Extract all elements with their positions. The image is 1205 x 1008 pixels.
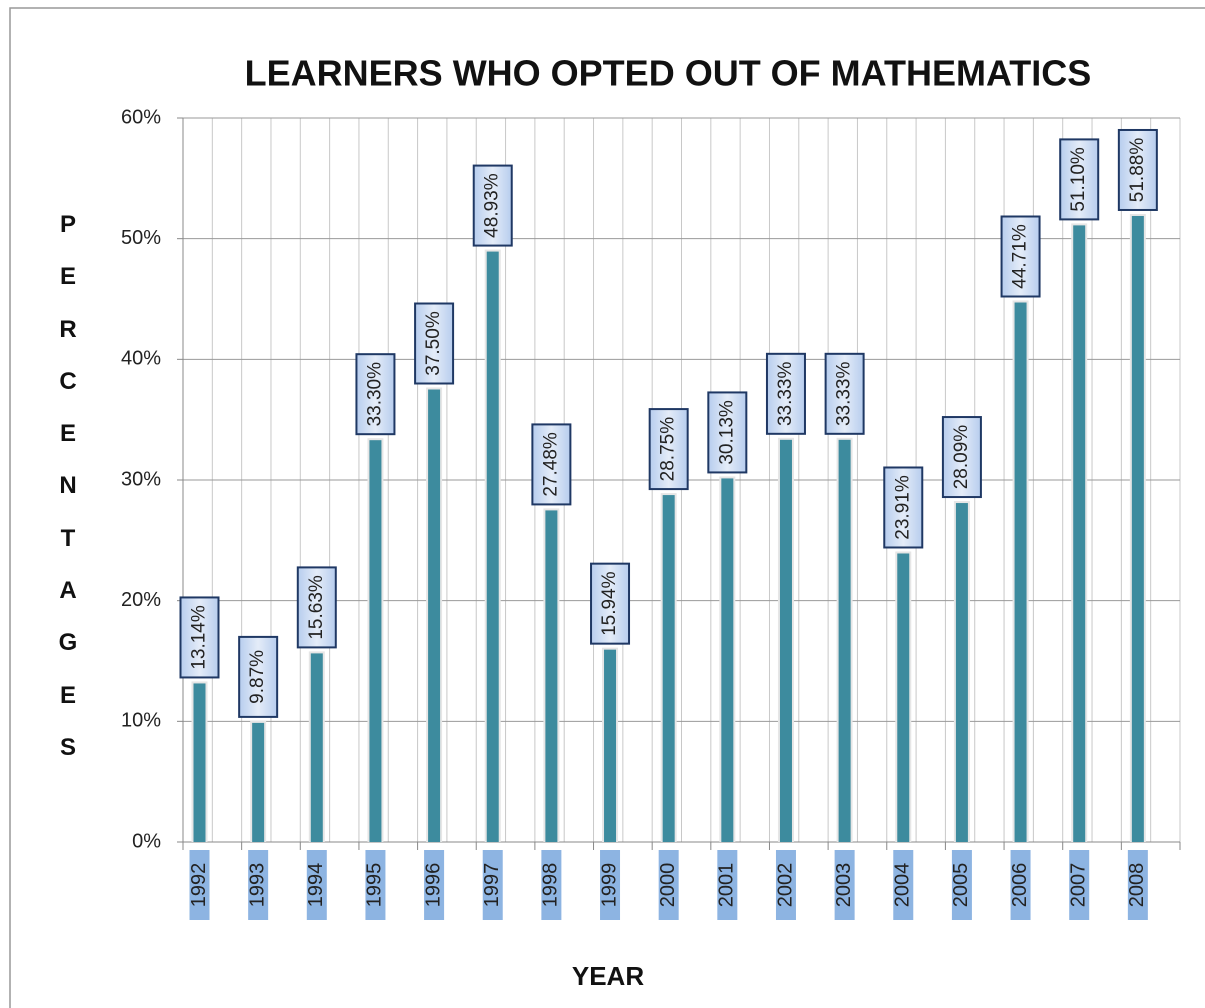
value-label: 15.94% <box>599 571 620 636</box>
x-axis-label: YEAR <box>572 961 644 991</box>
value-label: 33.33% <box>775 361 796 426</box>
bar <box>486 251 499 842</box>
bar <box>779 439 792 842</box>
bar <box>838 439 851 842</box>
x-tick-label: 1998 <box>540 863 562 908</box>
x-tick-label-bg <box>951 850 972 920</box>
value-label: 28.09% <box>951 425 972 490</box>
value-label: 13.14% <box>189 605 210 670</box>
x-tick-label: 2008 <box>1126 863 1148 908</box>
x-tick-label: 2003 <box>833 863 855 908</box>
value-label: 51.88% <box>1127 138 1148 203</box>
x-tick-label: 1997 <box>481 863 503 908</box>
value-label-box <box>1117 128 1158 211</box>
value-label-box <box>648 408 689 491</box>
x-tick-label-bg <box>658 850 679 920</box>
x-tick-label-bg <box>541 850 562 920</box>
x-tick-label: 2007 <box>1067 863 1089 908</box>
value-label-box <box>414 302 455 385</box>
y-tick-label: 60% <box>121 106 161 128</box>
value-label: 51.10% <box>1068 147 1089 212</box>
x-tick-label: 2000 <box>657 863 679 908</box>
value-label: 33.33% <box>834 361 855 426</box>
bar <box>897 553 910 842</box>
bar <box>604 649 617 842</box>
x-tick-label-bg <box>834 850 855 920</box>
x-tick-label: 1993 <box>246 863 268 908</box>
y-tick-label: 0% <box>132 830 161 852</box>
x-tick-label-bg <box>1127 850 1148 920</box>
y-tick-label: 40% <box>121 348 161 370</box>
x-tick-label: 1992 <box>188 863 210 908</box>
value-label: 48.93% <box>482 173 503 238</box>
x-tick-label-bg <box>365 850 386 920</box>
value-label: 44.71% <box>1010 224 1031 289</box>
x-tick-label: 2001 <box>716 863 738 908</box>
x-tick-label-bg <box>248 850 269 920</box>
bar <box>193 683 206 842</box>
bar <box>252 722 265 842</box>
y-tick-label: 10% <box>121 710 161 732</box>
value-label: 15.63% <box>306 575 327 640</box>
x-tick-label: 2005 <box>950 863 972 908</box>
x-tick-label-bg <box>1069 850 1090 920</box>
x-tick-label-bg <box>306 850 327 920</box>
value-label-box <box>824 352 865 435</box>
x-tick-label: 1994 <box>305 863 327 908</box>
x-tick-label-bg <box>424 850 445 920</box>
value-label-box <box>1059 138 1100 221</box>
x-tick-label: 1995 <box>364 863 386 908</box>
value-label-box <box>1000 215 1041 298</box>
x-tick-label-bg <box>717 850 738 920</box>
value-label: 30.13% <box>716 400 737 465</box>
bar <box>955 503 968 842</box>
value-label-box <box>590 562 631 645</box>
x-tick-label: 1996 <box>422 863 444 908</box>
x-tick-label-bg <box>1010 850 1031 920</box>
value-label: 33.30% <box>364 362 385 427</box>
value-label-box <box>941 416 982 499</box>
bar <box>721 478 734 842</box>
bar <box>662 495 675 842</box>
bar <box>545 510 558 842</box>
x-tick-label-bg <box>482 850 503 920</box>
chart-title: LEARNERS WHO OPTED OUT OF MATHEMATICS <box>245 53 1092 94</box>
value-label: 23.91% <box>892 475 913 540</box>
value-label: 27.48% <box>540 432 561 497</box>
value-label: 9.87% <box>247 650 268 704</box>
frame <box>9 7 1205 1008</box>
x-tick-label: 2006 <box>1009 863 1031 908</box>
y-tick-label: 50% <box>121 227 161 249</box>
value-label-box <box>765 352 806 435</box>
value-label-box <box>472 164 513 247</box>
bar <box>310 653 323 842</box>
value-label-box <box>531 423 572 506</box>
y-tick-label: 20% <box>121 589 161 611</box>
bar <box>1131 215 1144 843</box>
x-tick-label: 2004 <box>892 863 914 908</box>
x-tick-label: 2002 <box>774 863 796 908</box>
bar <box>1014 302 1027 842</box>
x-tick-label-bg <box>775 850 796 920</box>
bar <box>369 440 382 842</box>
value-label: 37.50% <box>423 311 444 376</box>
x-tick-label: 1999 <box>598 863 620 908</box>
value-label-box <box>355 353 396 436</box>
x-tick-label-bg <box>189 850 210 920</box>
x-tick-label-bg <box>893 850 914 920</box>
value-label-box <box>179 596 220 679</box>
bar <box>428 389 441 842</box>
x-tick-label-bg <box>600 850 621 920</box>
value-label-box <box>883 466 924 549</box>
value-label-box <box>238 635 279 718</box>
bar <box>1073 225 1086 843</box>
y-axis-label: PERCENTAGES <box>58 211 78 761</box>
value-label-box <box>296 566 337 649</box>
y-tick-label: 30% <box>121 468 161 490</box>
value-label-box <box>707 391 748 474</box>
value-label: 28.75% <box>658 417 679 482</box>
